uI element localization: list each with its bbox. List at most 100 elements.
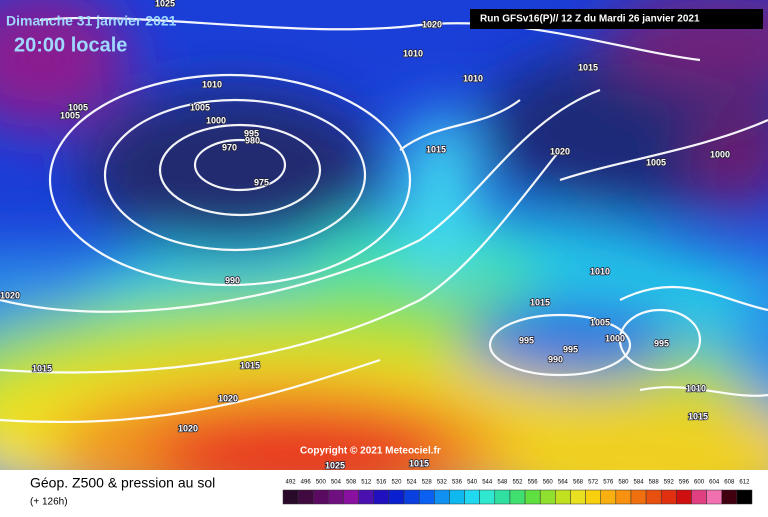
scale-label: 540	[467, 480, 478, 486]
scale-label: 556	[528, 480, 539, 486]
scale-swatch	[585, 489, 601, 505]
scale-label: 512	[361, 480, 372, 486]
scale-swatch	[706, 489, 722, 505]
isobar-label: 1020	[422, 19, 442, 29]
scale-label: 536	[452, 480, 463, 486]
scale-label: 532	[437, 480, 448, 486]
scale-swatch	[721, 489, 738, 505]
isobar-label: 1005	[60, 110, 80, 120]
scale-label: 524	[407, 480, 418, 486]
scale-label: 608	[724, 480, 735, 486]
scale-swatch	[297, 489, 314, 505]
isobar-label: 1015	[240, 360, 260, 370]
isobar-label: 1000	[710, 149, 730, 159]
scale-swatch	[403, 489, 420, 505]
isobar-label: 1015	[688, 411, 708, 421]
scale-label: 588	[649, 480, 660, 486]
isobar-label: 1015	[32, 363, 52, 373]
isobar-label: 995	[563, 344, 578, 354]
scale-swatch	[676, 489, 692, 505]
scale-label: 492	[286, 480, 297, 486]
scale-label: 544	[482, 480, 493, 486]
isobar-label: 975	[254, 177, 269, 187]
scale-swatch	[600, 489, 617, 505]
scale-label: 500	[316, 480, 327, 486]
copyright: Copyright © 2021 Meteociel.fr	[300, 446, 441, 457]
isobar-label: 1015	[426, 144, 446, 154]
scale-swatch	[570, 489, 586, 505]
scale-swatch	[630, 489, 647, 505]
scale-label: 560	[543, 480, 554, 486]
scale-label: 504	[331, 480, 342, 486]
date: Dimanche 31 janvier 2021	[6, 13, 177, 29]
scale-label: 596	[679, 480, 690, 486]
scale-swatch	[539, 489, 556, 505]
isobar-label: 970	[222, 142, 237, 152]
scale-swatch	[373, 489, 390, 505]
scale-label: 564	[558, 480, 569, 486]
isobar-label: 1020	[218, 393, 238, 403]
scale-swatch	[736, 489, 753, 505]
isobar-label: 1025	[325, 460, 345, 470]
scale-label: 552	[512, 480, 523, 486]
isobar-label: 990	[548, 354, 563, 364]
isobar-label: 1020	[0, 290, 20, 300]
isobar-label: 1010	[686, 383, 706, 393]
isobar-label: 1025	[155, 0, 175, 8]
scale-swatch	[434, 489, 450, 505]
scale-swatch	[388, 489, 405, 505]
scale-swatch	[358, 489, 375, 505]
isobar-label: 995	[244, 128, 259, 138]
isobar-label: 1000	[206, 115, 226, 125]
isobar-label: 1010	[590, 266, 610, 276]
isobar-label: 1005	[646, 157, 666, 167]
scale-swatch	[343, 489, 359, 505]
isobar-label: 995	[519, 335, 534, 345]
scale-label: 568	[573, 480, 584, 486]
scale-swatch	[464, 489, 480, 505]
footer-title: Géop. Z500 & pression au sol	[30, 475, 215, 491]
scale-swatch	[660, 489, 677, 505]
isobar-label: 1005	[590, 317, 610, 327]
isobar-label: 1000	[605, 333, 625, 343]
isobar-label: 1020	[550, 146, 570, 156]
isobar-label: 1015	[578, 62, 598, 72]
scale-swatch	[418, 489, 435, 505]
scale-label: 548	[497, 480, 508, 486]
isobar-label: 1010	[403, 48, 423, 58]
scale-swatch	[479, 489, 496, 505]
scale-label: 508	[346, 480, 357, 486]
isobar-label: 995	[654, 338, 669, 348]
scale-swatch	[615, 489, 632, 505]
scale-swatch	[691, 489, 707, 505]
scale-label: 600	[694, 480, 705, 486]
scale-swatch	[313, 489, 329, 505]
isobar-label: 1015	[530, 297, 550, 307]
scale-swatch	[524, 489, 541, 505]
isobar-label: 1005	[190, 102, 210, 112]
scale-label: 580	[618, 480, 629, 486]
isobars	[0, 16, 768, 424]
scale-swatch	[509, 489, 526, 505]
footer-lead: (+ 126h)	[30, 497, 68, 508]
run-info: Run GFSv16(P)// 12 Z du Mardi 26 janvier…	[480, 14, 700, 25]
scale-label: 520	[391, 480, 402, 486]
scale-label: 528	[422, 480, 433, 486]
isobar-label: 980	[245, 135, 260, 145]
isobar-label: 1010	[463, 73, 483, 83]
scale-swatch	[555, 489, 571, 505]
isobar-label: 1015	[409, 458, 429, 468]
scale-swatch	[494, 489, 511, 505]
scale-label: 516	[376, 480, 387, 486]
scale-label: 592	[664, 480, 675, 486]
isobar-label: 1010	[202, 79, 222, 89]
scale-swatch	[282, 489, 299, 505]
time: 20:00 locale	[14, 34, 127, 56]
scale-label: 612	[739, 480, 750, 486]
scale-swatch	[645, 489, 662, 505]
run-box	[470, 9, 763, 29]
scale-label: 572	[588, 480, 599, 486]
